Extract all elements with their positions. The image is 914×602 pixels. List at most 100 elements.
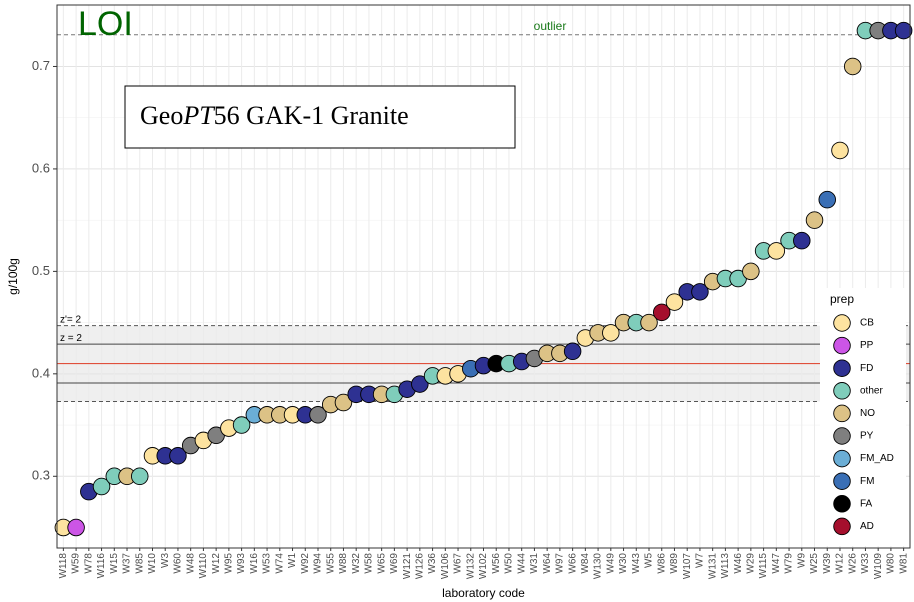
x-tick-label: W46 <box>733 553 744 574</box>
legend-swatch <box>833 472 851 490</box>
x-tick-label: W69 <box>389 553 400 574</box>
x-tick-label: W79 <box>784 553 795 574</box>
x-tick-label: W115 <box>758 553 769 579</box>
x-tick-label: W102 <box>478 553 489 580</box>
legend-swatch <box>833 449 851 468</box>
x-tick-label: W59 <box>71 553 82 574</box>
data-point <box>652 303 671 322</box>
x-tick-label: W30 <box>618 553 629 574</box>
annotation: LOI <box>78 5 133 43</box>
data-point <box>805 211 824 229</box>
x-tick-label: W97 <box>555 553 566 574</box>
x-tick-label: W74 <box>274 553 285 574</box>
x-tick-label: W121 <box>402 553 413 580</box>
x-tick-label: W12 <box>835 553 846 574</box>
y-tick-label: 0.3 <box>32 468 50 483</box>
data-point <box>67 518 85 537</box>
x-tick-label: W36 <box>427 553 438 574</box>
legend-label: FM <box>860 476 874 487</box>
data-point <box>411 375 429 393</box>
x-tick-label: W48 <box>185 553 196 574</box>
data-point <box>169 447 187 465</box>
x-tick-label: W3 <box>160 553 171 568</box>
x-tick-label: W95 <box>224 553 235 574</box>
x-tick-label: W92 <box>300 553 311 574</box>
data-point <box>691 283 709 301</box>
title-part: Geo <box>140 101 183 130</box>
legend-swatch <box>833 427 851 445</box>
legend-label: NO <box>860 408 875 419</box>
x-tick-label: W94 <box>313 553 324 574</box>
outlier-label: outlier <box>534 19 567 33</box>
x-tick-label: W37 <box>122 553 133 574</box>
legend-swatch <box>833 336 851 355</box>
x-tick-label: W93 <box>236 553 247 574</box>
x-tick-label: W33 <box>860 553 871 574</box>
title-part: PT <box>182 101 215 130</box>
zprime-label: z'= 2 <box>60 314 82 325</box>
x-tick-label: W5 <box>644 553 655 568</box>
data-point <box>793 231 811 250</box>
legend-swatch <box>833 404 851 423</box>
x-tick-label: W29 <box>745 553 756 574</box>
data-point <box>818 190 836 209</box>
data-point <box>602 324 620 342</box>
data-point <box>232 416 251 434</box>
data-point <box>831 141 849 160</box>
x-axis-label: laboratory code <box>442 586 525 600</box>
data-point <box>894 21 913 40</box>
x-tick-label: W9 <box>796 553 807 568</box>
data-point <box>563 342 582 361</box>
chart-title: GeoPT56 GAK-1 Granite <box>140 101 409 130</box>
z-label: z = 2 <box>60 333 82 344</box>
legend-swatch <box>833 382 851 400</box>
legend-swatch <box>833 314 851 332</box>
x-tick-label: W80 <box>886 553 897 574</box>
y-tick-label: 0.5 <box>32 263 50 278</box>
x-tick-label: W44 <box>516 553 527 574</box>
x-tick-label: W88 <box>338 553 349 574</box>
x-tick-label: W118 <box>58 553 69 579</box>
legend-label: PY <box>860 431 874 442</box>
data-point <box>309 406 327 424</box>
title-part: 56 GAK-1 Granite <box>214 101 409 130</box>
x-tick-label: W43 <box>631 553 642 574</box>
x-tick-label: W107 <box>682 553 693 580</box>
legend-label: other <box>860 385 883 396</box>
x-tick-label: W106 <box>440 553 451 580</box>
legend-label: PP <box>860 340 874 351</box>
x-tick-label: W132 <box>465 553 476 580</box>
x-tick-label: W10 <box>147 553 158 574</box>
data-point <box>334 393 353 412</box>
x-tick-label: W86 <box>656 553 667 574</box>
x-tick-label: W126 <box>414 553 425 580</box>
x-tick-label: W25 <box>809 553 820 574</box>
data-point <box>767 242 786 260</box>
x-tick-label: W7 <box>695 553 706 568</box>
legend-label: FD <box>860 363 873 374</box>
data-point <box>843 57 862 76</box>
legend-label: FA <box>860 498 873 509</box>
legend-label: CB <box>860 318 874 329</box>
x-tick-label: W109 <box>873 553 884 580</box>
x-tick-label: W55 <box>325 553 336 574</box>
legend-label: FM_AD <box>860 453 894 464</box>
x-tick-label: W64 <box>542 553 553 574</box>
x-tick-label: W47 <box>771 553 782 574</box>
x-tick-label: W116 <box>96 553 107 579</box>
data-point <box>742 262 760 281</box>
x-tick-label: W16 <box>249 553 260 574</box>
x-tick-label: W66 <box>567 553 578 574</box>
x-tick-label: W50 <box>504 553 515 574</box>
legend-label: AD <box>860 521 874 532</box>
x-tick-label: W67 <box>453 553 464 574</box>
x-tick-label: W39 <box>822 553 833 574</box>
x-tick-label: W110 <box>198 553 209 579</box>
x-tick-label: W56 <box>491 553 502 574</box>
x-tick-label: W89 <box>669 553 680 574</box>
data-point <box>92 477 111 496</box>
data-point <box>640 313 658 332</box>
legend-swatch <box>833 495 851 513</box>
x-tick-label: W78 <box>83 553 94 574</box>
